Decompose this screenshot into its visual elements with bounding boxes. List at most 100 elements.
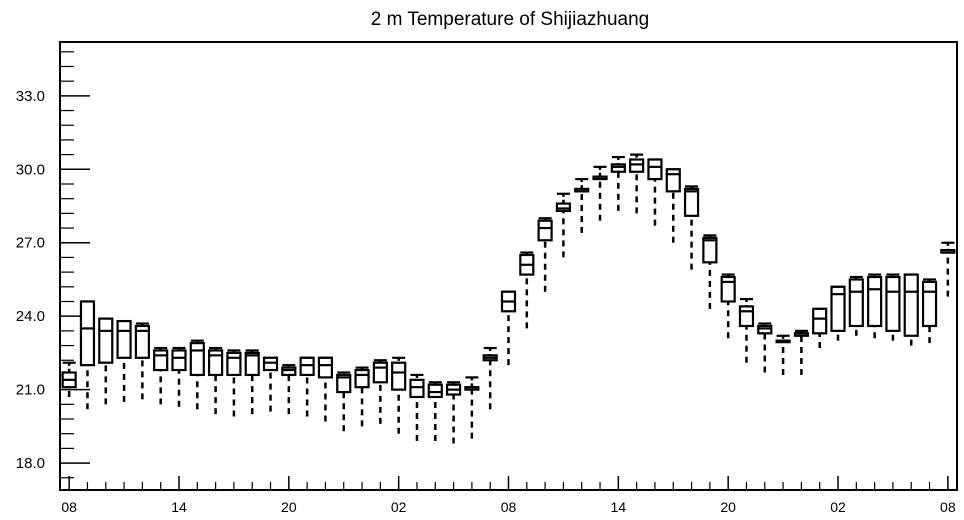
box-iqr — [262, 356, 279, 372]
box-item — [592, 165, 608, 221]
x-tick-label: 02 — [391, 499, 407, 515]
box-iqr — [317, 356, 334, 379]
y-axis: 18.0 21.0 24.0 27.0 30.0 33.0 — [16, 88, 90, 472]
box-item — [226, 349, 242, 417]
box-item — [299, 356, 315, 417]
box-item — [116, 319, 132, 402]
box-iqr — [757, 324, 773, 335]
box-item — [391, 356, 407, 434]
box-iqr — [409, 378, 425, 399]
box-item — [208, 346, 224, 415]
box-item — [445, 381, 462, 444]
y-tick-label: 24.0 — [16, 308, 45, 325]
box-item — [867, 273, 883, 339]
box-iqr — [427, 383, 443, 399]
box-item — [171, 346, 187, 407]
box-item — [134, 322, 150, 400]
box-iqr — [720, 275, 736, 303]
box-iqr — [189, 342, 205, 377]
box-iqr — [738, 305, 755, 328]
box-item — [610, 155, 626, 211]
box-iqr — [610, 163, 626, 173]
box-item — [757, 322, 773, 373]
y-minor-ticks — [60, 51, 74, 479]
box-iqr — [354, 368, 370, 389]
box-item — [629, 153, 645, 214]
x-tick-label: 20 — [281, 499, 297, 515]
box-iqr — [903, 273, 919, 337]
box-iqr — [226, 351, 242, 377]
box-iqr — [921, 280, 938, 328]
plot-frame — [59, 41, 958, 491]
box-item — [79, 300, 96, 410]
box-item — [702, 234, 718, 309]
box-item — [885, 273, 901, 341]
x-axis: 08 14 20 02 08 14 20 02 08 — [61, 476, 956, 515]
x-tick-label: 14 — [611, 499, 627, 515]
box-iqr — [647, 158, 663, 181]
box-iqr — [629, 158, 645, 173]
box-item — [409, 373, 425, 442]
x-tick-label: 14 — [171, 499, 187, 515]
box-iqr — [867, 275, 883, 328]
x-tick-label: 08 — [501, 499, 517, 515]
box-item — [336, 371, 352, 432]
box-iqr — [830, 285, 846, 332]
box-iqr — [171, 349, 187, 372]
box-iqr — [885, 275, 901, 332]
box-iqr — [244, 351, 260, 377]
box-iqr — [848, 278, 864, 328]
boxes-layer — [61, 153, 956, 444]
box-iqr — [134, 324, 150, 359]
box-item — [830, 285, 846, 341]
box-iqr — [299, 356, 315, 377]
box-item — [793, 329, 809, 375]
box-item — [427, 381, 443, 442]
box-iqr — [153, 349, 169, 372]
box-item — [482, 346, 498, 410]
chart-title: 2 m Temperature of Shijiazhuang — [371, 9, 649, 30]
box-item — [464, 376, 480, 439]
box-item — [537, 217, 553, 292]
box-item — [262, 356, 279, 412]
box-item — [720, 273, 736, 339]
box-item — [500, 290, 517, 366]
box-iqr — [116, 319, 132, 359]
box-item — [519, 251, 535, 329]
box-iqr — [281, 366, 297, 377]
box-item — [683, 185, 700, 270]
box-iqr — [336, 373, 352, 394]
box-iqr — [812, 307, 828, 335]
box-iqr — [537, 219, 553, 242]
box-iqr — [665, 168, 681, 193]
box-item — [812, 307, 828, 349]
box-item — [98, 317, 114, 405]
y-tick-label: 33.0 — [16, 88, 45, 105]
box-item — [921, 278, 938, 344]
box-item — [244, 349, 260, 415]
box-item — [775, 334, 791, 375]
y-tick-label: 27.0 — [16, 235, 45, 252]
box-iqr — [98, 317, 114, 364]
box-item — [372, 359, 388, 424]
box-item — [903, 273, 919, 346]
box-iqr — [372, 361, 388, 384]
box-item — [317, 356, 334, 422]
box-item — [647, 158, 663, 226]
box-item — [940, 241, 956, 297]
box-item — [738, 297, 755, 363]
box-item — [848, 275, 864, 336]
box-iqr — [391, 361, 407, 391]
x-tick-label: 08 — [61, 499, 77, 515]
x-tick-label: 02 — [830, 499, 846, 515]
box-item — [665, 168, 681, 243]
box-iqr — [683, 187, 700, 217]
y-tick-label: 21.0 — [16, 382, 45, 399]
box-item — [61, 361, 77, 397]
box-iqr — [208, 349, 224, 377]
box-item — [574, 177, 590, 233]
x-tick-label: 20 — [720, 499, 736, 515]
box-item — [153, 346, 169, 405]
